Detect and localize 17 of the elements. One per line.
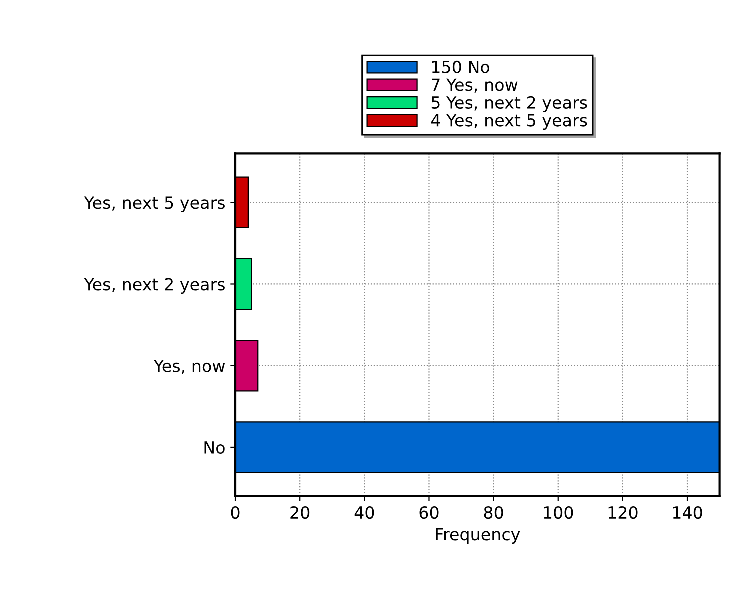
legend-label: 5 Yes, next 2 years <box>432 96 588 112</box>
x-tick-label: 40 <box>354 506 374 520</box>
x-axis-title: Frequency <box>436 528 520 544</box>
y-tick-label: Yes, next 2 years <box>84 278 225 294</box>
x-tick-label: 20 <box>290 506 310 520</box>
y-tick-label: No <box>204 442 225 454</box>
y-tick-label: Yes, now <box>154 360 226 374</box>
y-tick-label: Yes, next 5 years <box>84 196 225 212</box>
x-tick-label: 120 <box>608 506 638 520</box>
x-tick-label: 100 <box>544 506 574 520</box>
x-tick-label: 0 <box>231 506 240 520</box>
x-tick-label: 140 <box>673 506 702 520</box>
legend-label: 7 Yes, now <box>432 78 518 93</box>
legend-label: 4 Yes, next 5 years <box>431 114 588 130</box>
x-tick-label: 60 <box>420 506 439 520</box>
x-tick-label: 80 <box>484 506 504 520</box>
legend-label: 150 No <box>432 60 490 74</box>
